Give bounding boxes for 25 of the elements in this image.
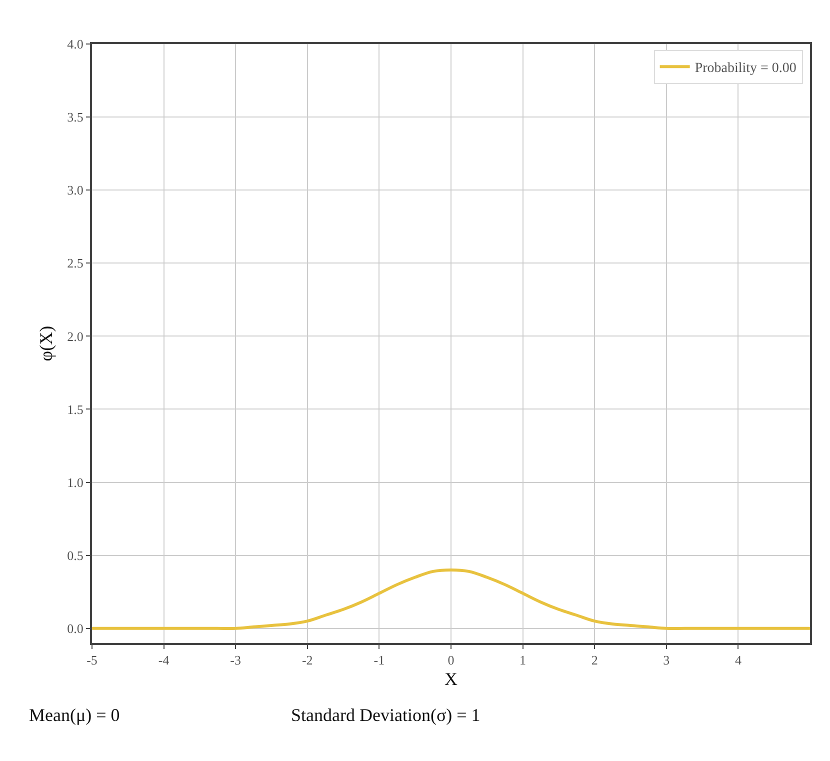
y-tick-label: 3.0 (67, 182, 84, 198)
text: Standard Deviation(σ) = 1 (291, 705, 480, 725)
x-tick-label: 2 (591, 652, 598, 668)
y-tick-label: 1.5 (67, 402, 84, 417)
y-tick-label: 0.5 (67, 548, 84, 563)
y-tick-label: 4.0 (67, 36, 84, 52)
y-tick-label: 2.5 (67, 256, 84, 271)
x-tick-label: 1 (520, 652, 526, 668)
x-tick-label: -2 (302, 652, 313, 668)
x-tick-label: -3 (230, 652, 242, 668)
line-series (92, 568, 810, 630)
x-tick-label: 0 (448, 652, 454, 668)
legend-label: Probability = 0.00 (694, 61, 796, 76)
x-tick-label: 4 (734, 652, 742, 668)
y-tick-label: 1.0 (67, 474, 84, 490)
y-axis-title: φ(X) (36, 326, 56, 362)
text: Mean(μ) = 0 (29, 705, 120, 725)
x-tick-label: -1 (374, 652, 385, 668)
y-tick-label: 2.0 (67, 328, 84, 344)
x-tick-label: 3 (663, 652, 670, 668)
y-tick-label: 0.0 (67, 620, 84, 636)
y-tick-label: 3.5 (67, 110, 84, 125)
x-tick-label: -5 (86, 652, 98, 668)
x-axis-title: X (444, 669, 458, 690)
x-tick-label: -4 (158, 652, 170, 668)
